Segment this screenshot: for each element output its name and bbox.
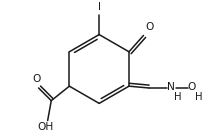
Text: O: O bbox=[188, 82, 196, 92]
Text: H: H bbox=[174, 92, 182, 102]
Text: OH: OH bbox=[38, 122, 54, 132]
Text: O: O bbox=[33, 74, 41, 84]
Text: H: H bbox=[195, 92, 203, 102]
Text: N: N bbox=[167, 82, 175, 92]
Text: O: O bbox=[145, 22, 154, 32]
Text: I: I bbox=[98, 2, 101, 12]
